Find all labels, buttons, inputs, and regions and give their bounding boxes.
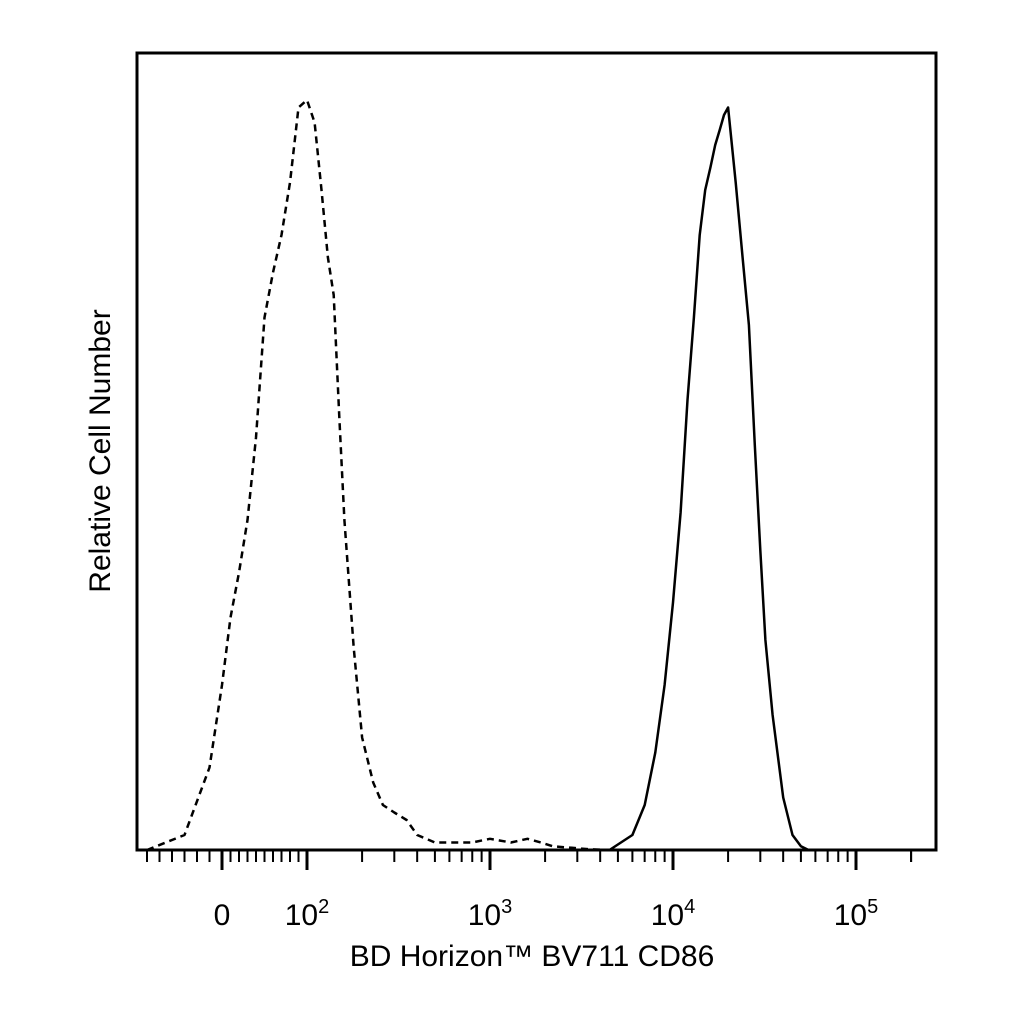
x-tick-labels: 0 102 103 104 105 — [214, 896, 879, 932]
series-layer — [146, 98, 810, 852]
x-tick-label: 103 — [468, 896, 513, 932]
x-tick-label: 104 — [651, 896, 696, 932]
x-minor-ticks — [146, 850, 913, 862]
series-0-line — [146, 98, 610, 852]
x-tick-label: 105 — [834, 896, 879, 932]
series-1-line — [608, 106, 810, 852]
y-axis-label: Relative Cell Number — [84, 309, 117, 592]
x-tick-label: 102 — [285, 896, 330, 932]
plot-frame — [135, 51, 938, 852]
x-major-ticks — [220, 850, 858, 870]
x-tick-label: 0 — [214, 899, 231, 932]
x-axis-label: BD Horizon™ BV711 CD86 — [350, 940, 715, 973]
